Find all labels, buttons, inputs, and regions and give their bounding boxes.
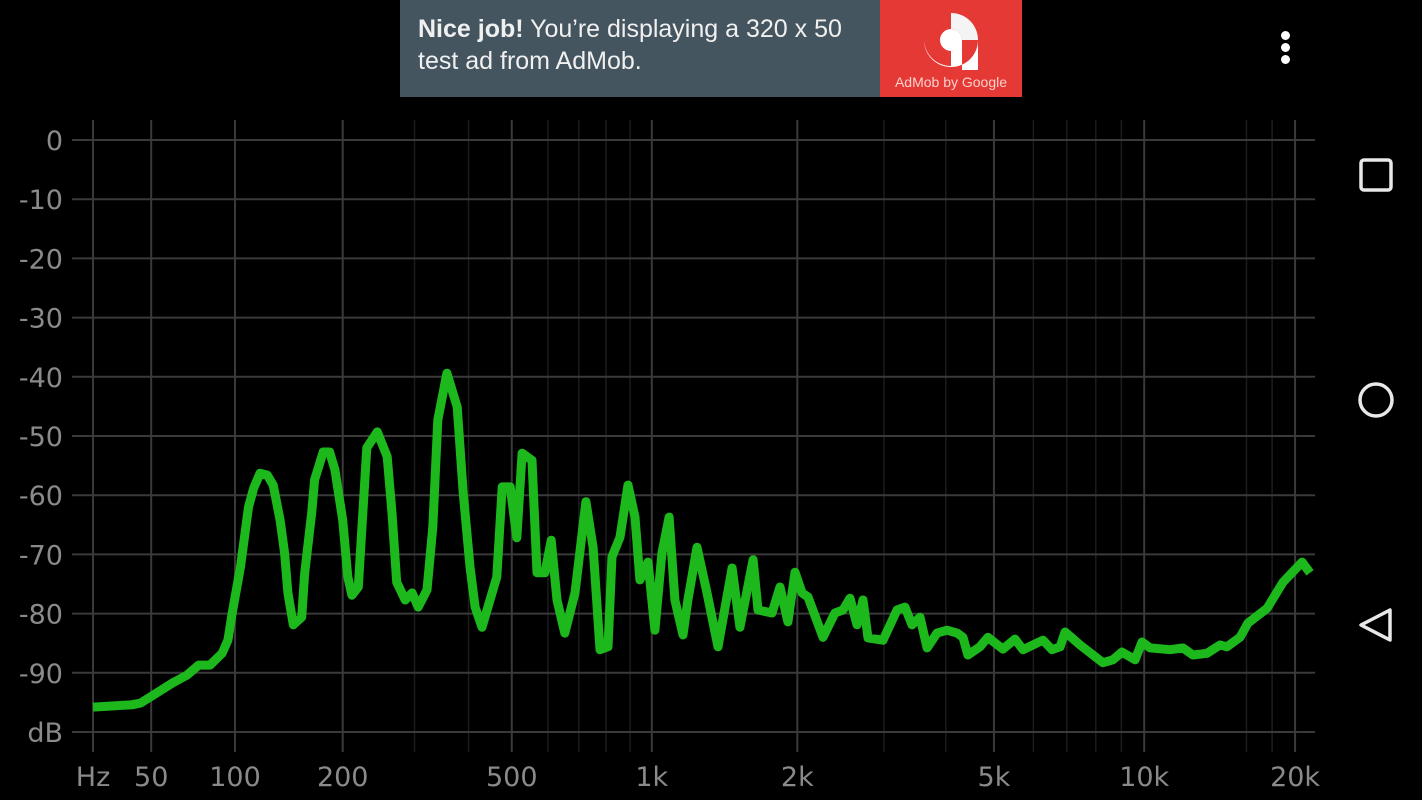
admob-logo-icon [924, 13, 978, 70]
y-tick-label: 0 [46, 126, 63, 157]
y-tick-label: -10 [19, 185, 63, 216]
x-tick-label: 10k [1119, 762, 1169, 793]
y-tick-label: -90 [19, 659, 63, 690]
recents-square-icon[interactable] [1352, 151, 1400, 199]
y-tick-label: -30 [19, 304, 63, 335]
navigation-bar [1330, 0, 1422, 800]
admob-test-ad-banner[interactable]: Nice job! You’re displaying a 320 x 50 t… [400, 0, 1022, 97]
y-tick-label: -40 [19, 363, 63, 394]
ad-text: Nice job! You’re displaying a 320 x 50 t… [418, 13, 878, 77]
x-tick-label: 200 [317, 762, 369, 793]
more-vert-icon[interactable] [1274, 28, 1298, 66]
x-tick-label: 2k [781, 762, 814, 793]
x-tick-label: 1k [635, 762, 668, 793]
x-axis-ticks: Hz 50 100 200 500 1k 2k 5k 10k 20k [76, 762, 1321, 793]
x-tick-label: 100 [209, 762, 261, 793]
y-tick-label: -60 [19, 481, 63, 512]
x-tick-label: 20k [1270, 762, 1320, 793]
ad-headline: Nice job! [418, 15, 524, 43]
back-triangle-icon[interactable] [1352, 601, 1400, 649]
x-tick-label: Hz [76, 762, 110, 793]
y-tick-label: -80 [19, 600, 63, 631]
grid [72, 120, 1315, 752]
spectrum-line [92, 368, 1314, 712]
y-tick-label: -20 [19, 244, 63, 275]
ad-body: You’re displaying a 320 x 50 test ad fro… [418, 15, 842, 75]
y-tick-label: dB [27, 718, 63, 749]
y-tick-label: -50 [19, 422, 63, 453]
x-tick-label: 5k [978, 762, 1011, 793]
x-tick-label: 500 [486, 762, 538, 793]
y-tick-label: -70 [19, 540, 63, 571]
home-circle-icon[interactable] [1352, 376, 1400, 424]
x-tick-label: 50 [134, 762, 168, 793]
admob-logo: AdMob by Google [880, 0, 1022, 97]
ad-logo-caption: AdMob by Google [894, 74, 1008, 90]
y-axis-ticks: 0 -10 -20 -30 -40 -50 -60 -70 -80 -90 dB [19, 126, 63, 749]
